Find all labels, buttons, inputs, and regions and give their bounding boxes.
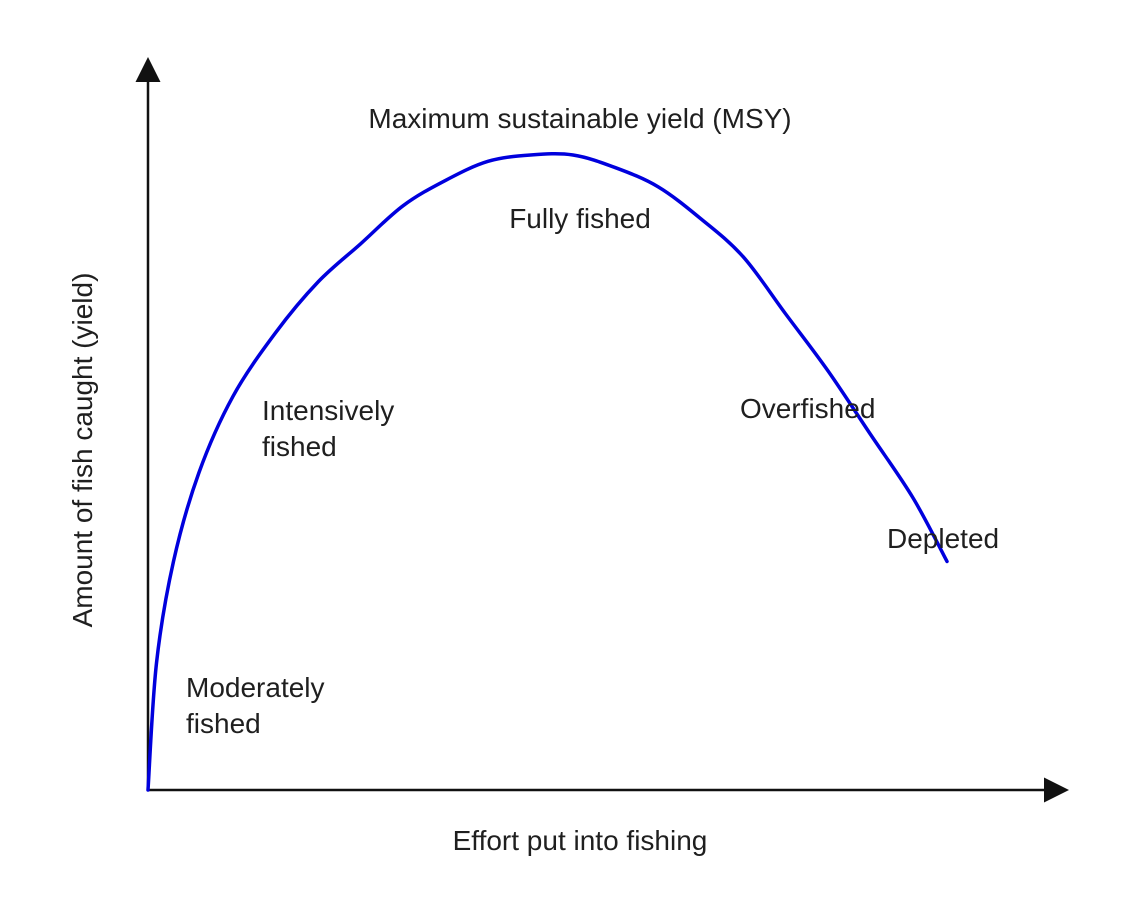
annotation-over: Overfished bbox=[740, 393, 875, 424]
y-axis-label: Amount of fish caught (yield) bbox=[67, 273, 98, 628]
yield-curve bbox=[146, 152, 949, 792]
annotation-depleted: Depleted bbox=[887, 523, 999, 554]
x-axis-label: Effort put into fishing bbox=[453, 825, 708, 856]
annotation-fully: Fully fished bbox=[509, 203, 651, 234]
annotation-intensive-line: Intensively bbox=[262, 395, 394, 426]
annotation-msy-line: Maximum sustainable yield (MSY) bbox=[368, 103, 791, 134]
annotation-over-line: Overfished bbox=[740, 393, 875, 424]
annotation-moderate: Moderately fished bbox=[186, 672, 325, 739]
annotation-fully-line: Fully fished bbox=[509, 203, 651, 234]
annotations: Maximum sustainable yield (MSY) Fully fis… bbox=[186, 103, 999, 739]
annotation-depleted-line: Depleted bbox=[887, 523, 999, 554]
annotation-intensive-line: fished bbox=[262, 431, 337, 462]
annotation-intensive: Intensively fished bbox=[262, 395, 394, 462]
annotation-moderate-line: fished bbox=[186, 708, 261, 739]
annotation-msy: Maximum sustainable yield (MSY) bbox=[368, 103, 791, 134]
annotation-moderate-line: Moderately bbox=[186, 672, 325, 703]
